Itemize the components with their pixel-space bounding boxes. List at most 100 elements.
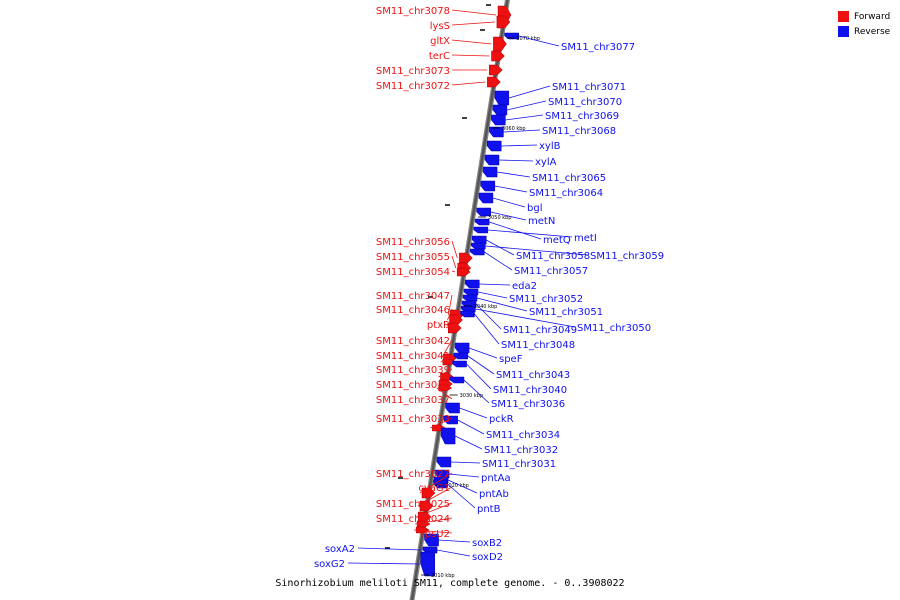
scale-mark-label: 3070 kbp bbox=[516, 36, 540, 42]
reverse-label-leader bbox=[485, 245, 589, 256]
reverse-gene-arrow bbox=[462, 294, 478, 302]
forward-gene-label: SM11_chr3024 bbox=[376, 514, 450, 525]
forward-label-leader bbox=[441, 339, 453, 359]
scale-mark-label: 3040 kbp bbox=[474, 304, 498, 310]
forward-gene-label: gltX bbox=[430, 36, 450, 47]
forward-gene-arrow bbox=[496, 15, 511, 29]
reverse-gene-label: SM11_chr3059 bbox=[590, 251, 664, 262]
reverse-label-leader bbox=[476, 297, 528, 312]
legend-reverse: Reverse bbox=[838, 24, 890, 39]
reverse-gene-arrow bbox=[480, 180, 496, 192]
reverse-gene-label: SM11_chr3051 bbox=[529, 307, 603, 318]
scale-mark-label: 3060 kbp bbox=[502, 126, 526, 132]
forward-gene-arrow bbox=[416, 520, 431, 528]
reverse-label-leader bbox=[508, 85, 551, 99]
scale-mark-label: 3030 kbp bbox=[460, 393, 484, 399]
forward-label-leader bbox=[415, 517, 453, 525]
legend-forward: Forward bbox=[838, 9, 890, 24]
reverse-gene-label: bgl bbox=[527, 203, 542, 214]
reverse-gene-arrow bbox=[489, 126, 504, 138]
reverse-gene-label: speF bbox=[499, 354, 523, 365]
reverse-gene-label: xylB bbox=[539, 141, 561, 152]
reverse-gene-arrow bbox=[473, 226, 489, 234]
reverse-gene-label: soxA2 bbox=[325, 544, 355, 555]
reverse-gene-label: SM11_chr3048 bbox=[501, 340, 575, 351]
scale-mark-label: 3050 kbp bbox=[488, 215, 512, 221]
forward-label-leader bbox=[451, 270, 456, 273]
forward-gene-arrow bbox=[438, 384, 453, 392]
reverse-gene-arrow bbox=[453, 352, 469, 360]
forward-label-leader bbox=[447, 294, 453, 316]
forward-label-leader bbox=[416, 502, 453, 518]
reverse-gene-arrow bbox=[471, 242, 486, 250]
reverse-gene-label: SM11_chr3040 bbox=[493, 385, 567, 396]
reverse-gene-label: SM11_chr3077 bbox=[561, 42, 635, 53]
scale-mark-label: 3010 kbp bbox=[431, 573, 455, 579]
reverse-label-leader bbox=[466, 363, 492, 390]
reverse-gene-label: metI bbox=[574, 233, 597, 244]
reverse-gene-arrow bbox=[465, 279, 480, 289]
reverse-gene-label: SM11_chr3032 bbox=[484, 445, 558, 456]
forward-gene-label: SM11_chr3039 bbox=[376, 365, 450, 376]
reverse-gene-arrow bbox=[470, 248, 485, 256]
forward-gene-label: SM11_chr3073 bbox=[376, 66, 450, 77]
reverse-label-leader bbox=[475, 308, 576, 328]
reverse-label-leader bbox=[459, 407, 488, 419]
reverse-gene-label: SM11_chr3043 bbox=[496, 370, 570, 381]
reverse-gene-arrow bbox=[445, 402, 460, 414]
forward-label-leader bbox=[451, 81, 486, 86]
reverse-label-leader bbox=[436, 549, 471, 557]
reverse-label-leader bbox=[475, 303, 502, 330]
forward-gene-arrow bbox=[493, 36, 507, 52]
forward-gene-label: SM11_chr3041 bbox=[376, 351, 450, 362]
reverse-gene-arrow bbox=[474, 218, 490, 226]
forward-label-leader bbox=[438, 368, 453, 378]
forward-gene-label: lysS bbox=[430, 21, 450, 32]
forward-label-leader bbox=[451, 54, 490, 57]
reverse-label-leader bbox=[490, 211, 527, 221]
forward-label-leader bbox=[451, 240, 458, 259]
reverse-label-leader bbox=[447, 479, 478, 494]
forward-gene-label: SM11_chr3072 bbox=[376, 81, 450, 92]
forward-label-leader bbox=[419, 472, 453, 494]
reverse-label-leader bbox=[484, 251, 513, 271]
reverse-gene-label: SM11_chr3069 bbox=[545, 111, 619, 122]
reverse-label-leader bbox=[438, 539, 471, 543]
forward-gene-arrow bbox=[415, 526, 430, 534]
reverse-gene-arrow bbox=[440, 427, 456, 445]
reverse-gene-arrow bbox=[486, 140, 502, 152]
forward-gene-label: cyaG1 bbox=[418, 483, 450, 494]
legend-reverse-label: Reverse bbox=[854, 26, 891, 37]
reverse-gene-label: SM11_chr3049 bbox=[503, 325, 577, 336]
forward-gene-label: SM11_chr3078 bbox=[376, 6, 450, 17]
reverse-gene-label: SM11_chr3071 bbox=[552, 82, 626, 93]
forward-gene-label: ptxR bbox=[427, 320, 450, 331]
reverse-gene-arrow bbox=[452, 360, 467, 368]
reverse-label-leader bbox=[357, 547, 422, 551]
reverse-label-leader bbox=[505, 114, 544, 121]
reverse-gene-arrow bbox=[449, 376, 465, 384]
reverse-label-leader bbox=[450, 461, 481, 464]
reverse-gene-label: SM11_chr3064 bbox=[529, 188, 603, 199]
forward-label-leader bbox=[451, 21, 495, 26]
reverse-gene-label: soxB2 bbox=[472, 538, 502, 549]
reverse-gene-label: pntAb bbox=[479, 489, 509, 500]
reverse-gene-label: metN bbox=[528, 216, 555, 227]
reverse-label-leader bbox=[449, 473, 480, 478]
forward-gene-arrow bbox=[448, 322, 462, 334]
reverse-gene-label: pntB bbox=[477, 504, 501, 515]
reverse-gene-arrow bbox=[482, 166, 498, 178]
forward-label-leader bbox=[430, 417, 453, 429]
reverse-gene-arrow bbox=[424, 533, 439, 547]
forward-label-leader bbox=[436, 387, 453, 400]
reverse-label-leader bbox=[477, 291, 508, 299]
reverse-gene-arrow bbox=[478, 192, 494, 204]
forward-gene-label: SM11_chr3054 bbox=[376, 267, 450, 278]
reverse-label-leader bbox=[501, 144, 538, 147]
reverse-gene-label: metQ bbox=[543, 235, 571, 246]
reverse-gene-label: SM11_chr3034 bbox=[486, 430, 560, 441]
reverse-label-leader bbox=[518, 35, 560, 47]
reverse-label-leader bbox=[479, 283, 511, 286]
reverse-swatch bbox=[838, 26, 849, 37]
forward-gene-label: terC bbox=[429, 51, 450, 62]
